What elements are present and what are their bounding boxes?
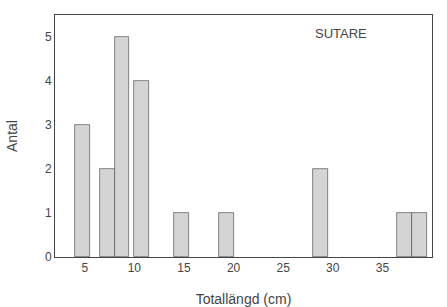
svg-text:3: 3 — [45, 118, 52, 132]
svg-text:35: 35 — [376, 261, 390, 275]
svg-text:0: 0 — [45, 250, 52, 264]
svg-text:Antal: Antal — [4, 120, 20, 152]
svg-text:2: 2 — [45, 162, 52, 176]
svg-text:1: 1 — [45, 206, 52, 220]
svg-text:Totallängd (cm): Totallängd (cm) — [196, 291, 292, 307]
svg-text:15: 15 — [177, 261, 191, 275]
svg-text:20: 20 — [227, 261, 241, 275]
svg-text:4: 4 — [45, 74, 52, 88]
svg-text:25: 25 — [277, 261, 291, 275]
svg-text:SUTARE: SUTARE — [315, 26, 367, 41]
svg-text:5: 5 — [45, 30, 52, 44]
svg-text:30: 30 — [326, 261, 340, 275]
svg-text:5: 5 — [81, 261, 88, 275]
svg-text:10: 10 — [128, 261, 142, 275]
